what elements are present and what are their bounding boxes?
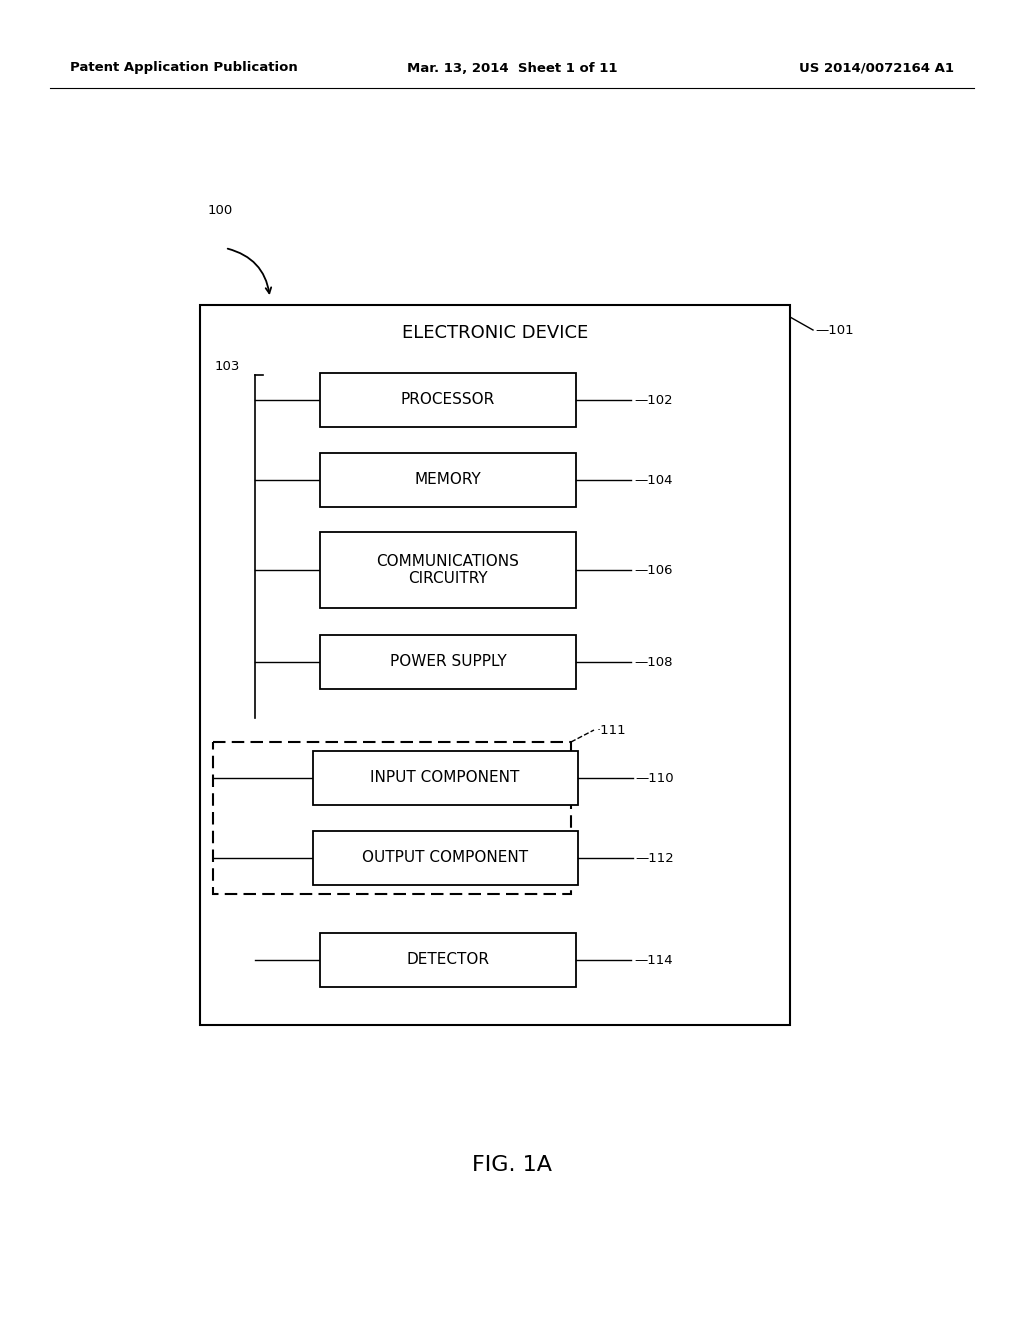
Bar [319,635,575,689]
Text: ELECTRONIC DEVICE: ELECTRONIC DEVICE [401,323,588,342]
Text: Mar. 13, 2014  Sheet 1 of 11: Mar. 13, 2014 Sheet 1 of 11 [407,62,617,74]
Text: —114: —114 [634,953,673,966]
Text: —112: —112 [636,851,674,865]
Bar [319,532,575,609]
Bar [312,751,578,805]
Text: —102: —102 [634,393,673,407]
Text: COMMUNICATIONS
CIRCUITRY: COMMUNICATIONS CIRCUITRY [377,554,519,586]
Text: —106: —106 [634,564,673,577]
Text: 100: 100 [208,203,232,216]
Bar [319,453,575,507]
Text: FIG. 1A: FIG. 1A [472,1155,552,1175]
Text: DETECTOR: DETECTOR [407,953,489,968]
Bar [213,742,571,894]
Text: —110: —110 [636,771,674,784]
Text: US 2014/0072164 A1: US 2014/0072164 A1 [799,62,954,74]
Text: —101: —101 [815,323,854,337]
Text: PROCESSOR: PROCESSOR [400,392,496,408]
Text: —108: —108 [634,656,673,668]
Text: OUTPUT COMPONENT: OUTPUT COMPONENT [361,850,528,866]
Text: ·111: ·111 [597,723,627,737]
Text: 103: 103 [215,360,240,374]
Text: POWER SUPPLY: POWER SUPPLY [389,655,507,669]
Bar [319,933,575,987]
Text: Patent Application Publication: Patent Application Publication [70,62,298,74]
Text: MEMORY: MEMORY [415,473,481,487]
Bar [319,374,575,426]
Bar [312,832,578,884]
Text: INPUT COMPONENT: INPUT COMPONENT [371,771,520,785]
Bar [200,305,790,1026]
Text: —104: —104 [634,474,673,487]
